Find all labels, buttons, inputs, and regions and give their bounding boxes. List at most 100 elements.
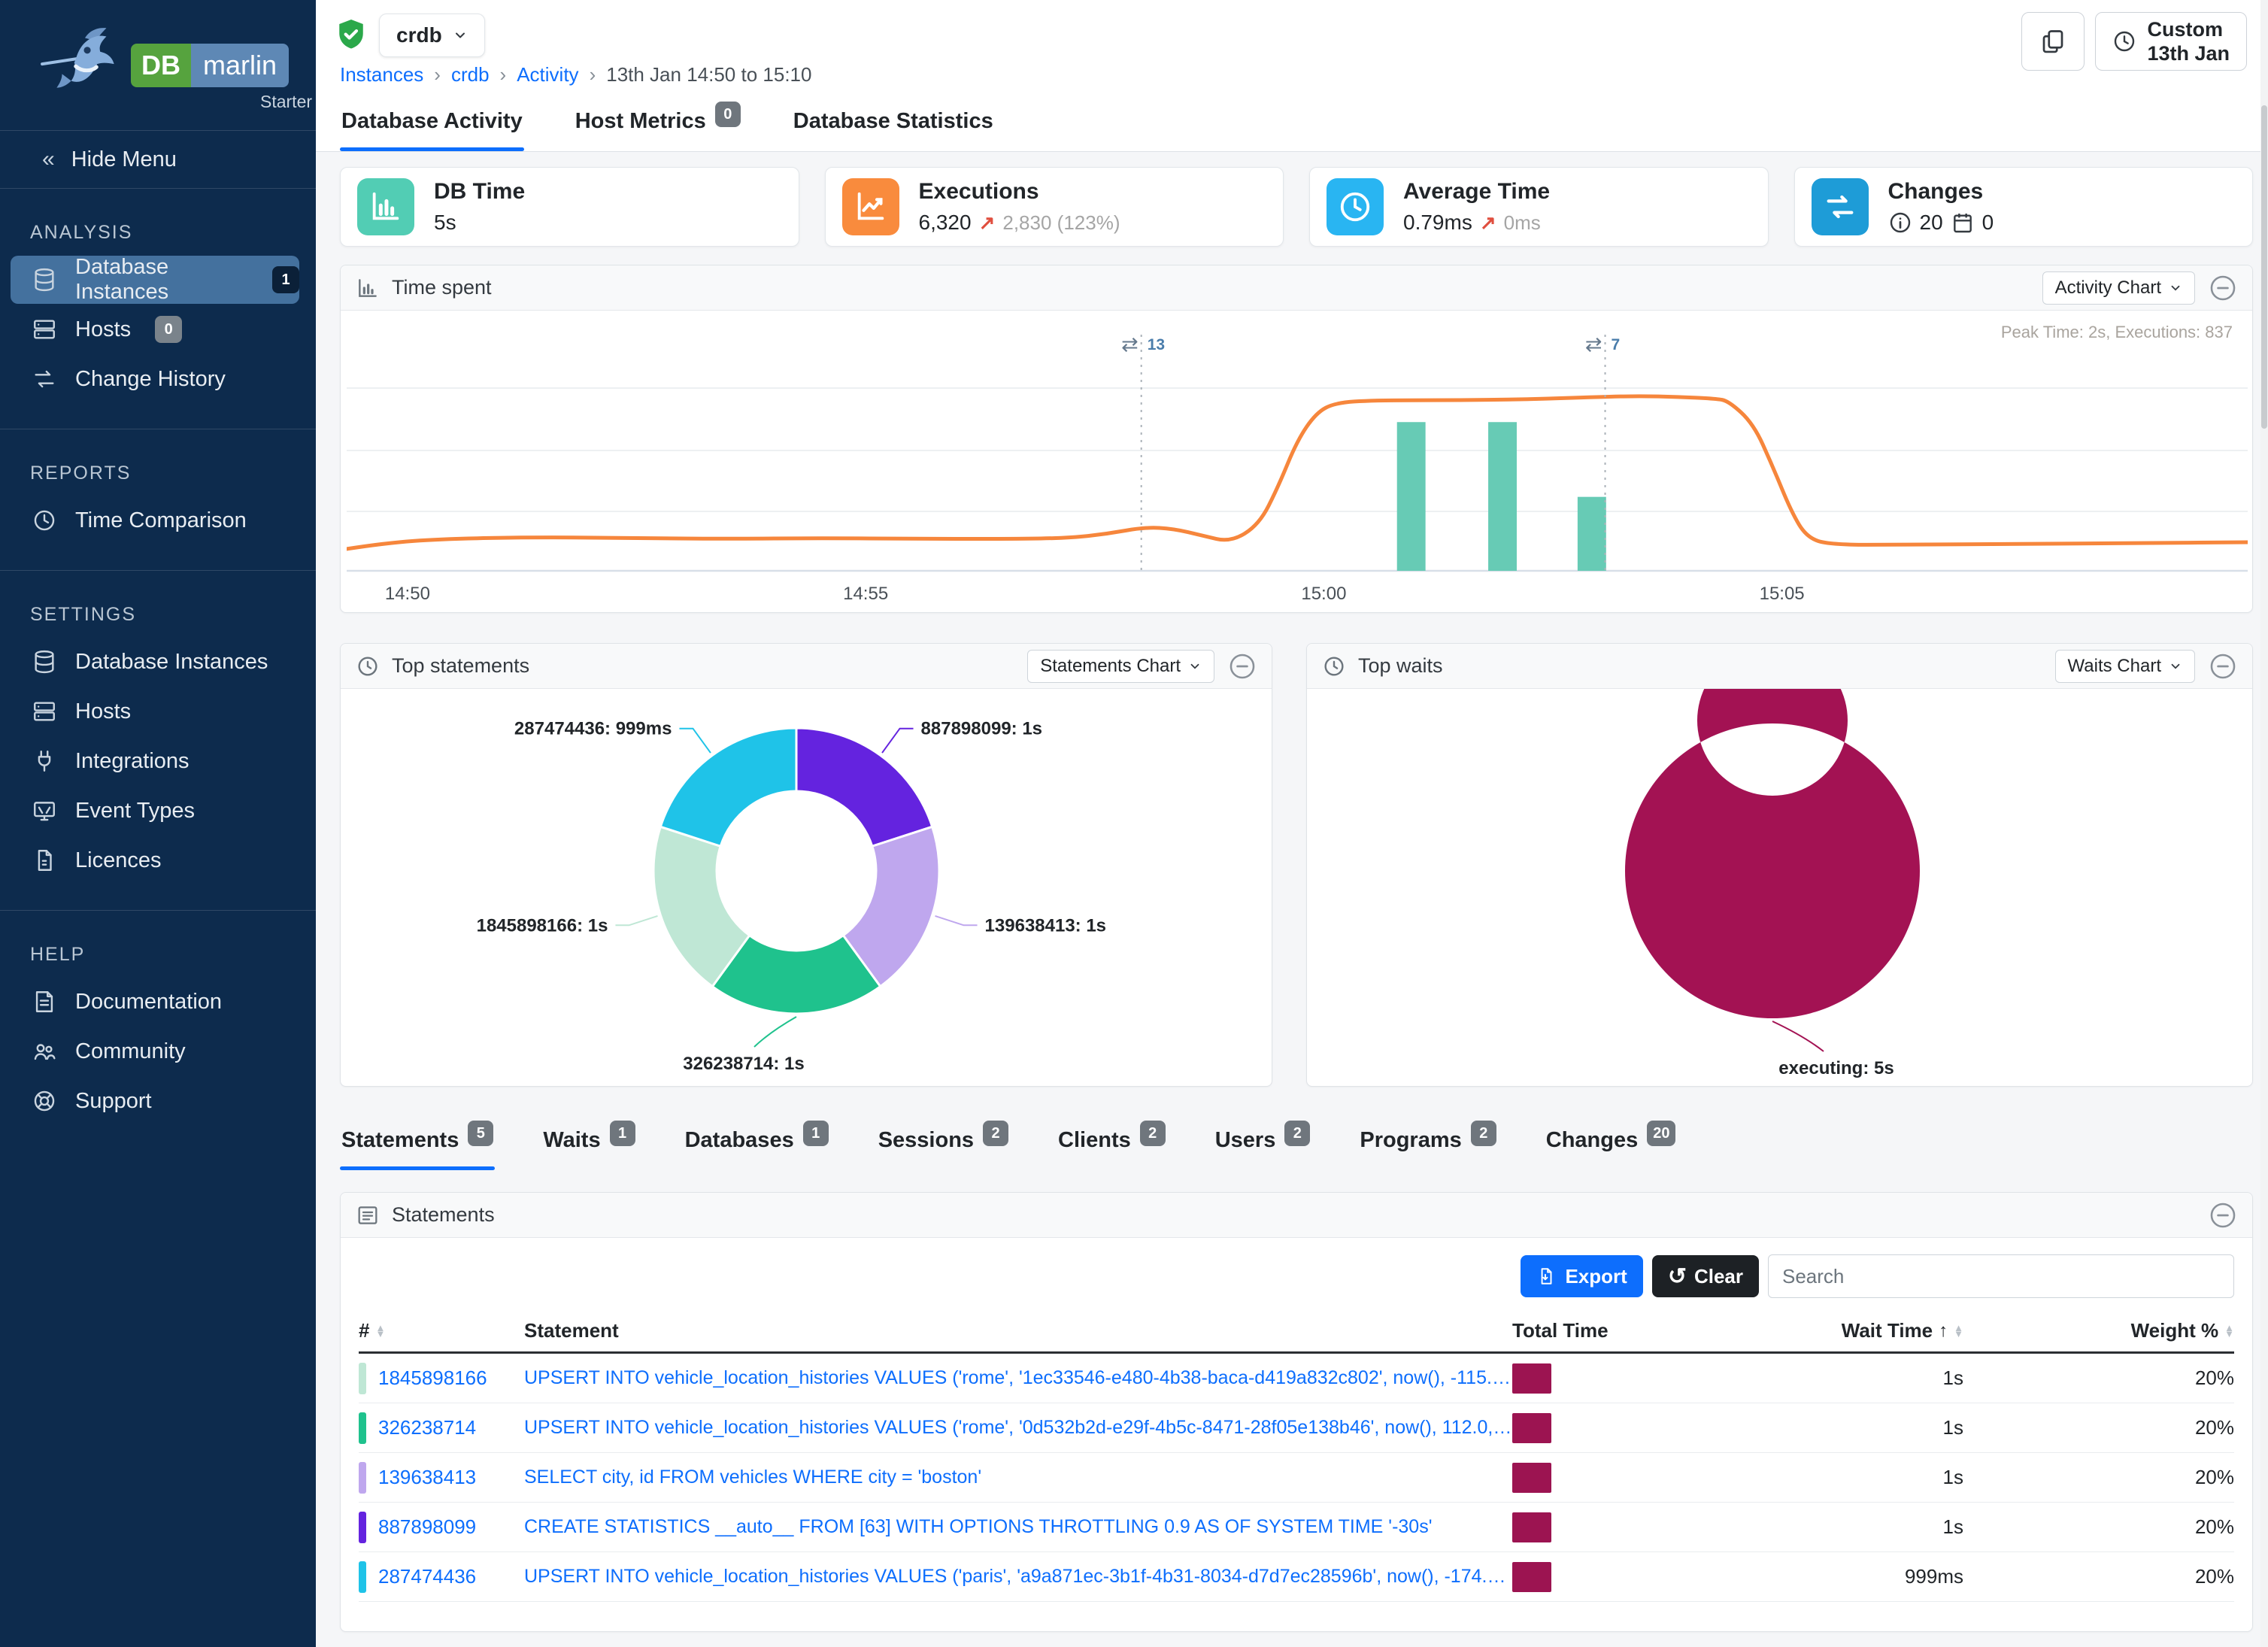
page-scrollbar[interactable] [2260,0,2268,1647]
statement-id-link[interactable]: 887898099 [378,1515,477,1538]
sidebar-item-documentation[interactable]: Documentation [11,978,299,1026]
statements-chart-select[interactable]: Statements Chart [1027,649,1214,683]
time-spent-chart[interactable]: 14:50 14:55 15:00 15:05 ⇄ 13 ⇄ 7 [347,327,2248,613]
tab-database-statistics[interactable]: Database Statistics [792,109,995,151]
sidebar-item-hosts[interactable]: Hosts [11,687,299,736]
statement-text-link[interactable]: CREATE STATISTICS __auto__ FROM [63] WIT… [524,1516,1433,1537]
svg-text:15:00: 15:00 [1301,584,1346,604]
sidebar-item-support[interactable]: Support [11,1077,299,1125]
breadcrumb-instances[interactable]: Instances [340,63,424,86]
undo-icon: ↺ [1667,1263,1687,1289]
tab-changes[interactable]: Changes 20 [1545,1121,1678,1170]
tab-statements[interactable]: Statements 5 [340,1121,496,1170]
statement-color-chip [359,1561,366,1593]
sidebar-item-database-instances[interactable]: Database Instances [11,638,299,686]
column-header--[interactable]: # ▲ ▼ [359,1319,524,1342]
sidebar-item-time-comparison[interactable]: Time Comparison [11,496,299,544]
tab-label: Databases [684,1128,794,1152]
statements-panel: Statements Export ↺ Clear # ▲▼ Statement To… [340,1192,2253,1632]
donut-slice-label: 326238714: 1s [683,1054,804,1074]
svg-text:13: 13 [1148,336,1165,353]
search-input[interactable] [1768,1254,2234,1298]
clear-button[interactable]: ↺ Clear [1651,1255,1759,1297]
panel-title: Statements [392,1203,495,1226]
instance-selector[interactable]: crdb [379,14,485,57]
time-range-line1: Custom [2147,17,2223,41]
column-header-total-time[interactable]: Total Time [1512,1319,1640,1342]
sidebar-item-hosts[interactable]: Hosts 0 [11,305,299,353]
collapse-panel-icon[interactable] [1228,652,1257,681]
breadcrumb-crdb[interactable]: crdb [450,63,490,86]
activity-chart-select[interactable]: Activity Chart [2042,271,2195,305]
logo-db-badge: DB [131,44,191,87]
detail-tabs: Statements 5 Waits 1 Databases 1 Sessions 2 Clie… [340,1121,1678,1170]
tab-clients[interactable]: Clients 2 [1057,1121,1167,1170]
column-label: # [359,1319,370,1342]
time-range-line2: 13th Jan [2147,42,2230,65]
svg-text:15:05: 15:05 [1760,584,1805,604]
tab-count-badge: 2 [1470,1121,1496,1146]
column-label: Weight % [2130,1319,2219,1342]
main-content: crdb Instances › crdb › Activity › 13th Jan 14… [316,0,2268,1647]
time-range-button[interactable]: Custom 13th Jan [2095,12,2247,71]
panel-title: Top waits [1358,654,1443,677]
clock-history-icon [358,656,377,676]
table-row: 887898099 CREATE STATISTICS __auto__ FROM… [359,1503,2234,1552]
sidebar-item-licences[interactable]: Licences [11,836,299,884]
column-header-statement[interactable]: Statement [524,1319,1512,1342]
statement-text-link[interactable]: UPSERT INTO vehicle_location_histories V… [524,1367,1512,1388]
sidebar-item-event-types[interactable]: Event Types [11,787,299,835]
breadcrumb-activity[interactable]: Activity [517,63,579,86]
panel-title: Time spent [392,276,492,299]
statement-text-link[interactable]: UPSERT INTO vehicle_location_histories V… [524,1566,1512,1587]
breadcrumb-separator: › [589,63,596,86]
export-button[interactable]: Export [1521,1255,1643,1297]
sidebar-item-change-history[interactable]: Change History [11,355,299,403]
collapse-panel-icon[interactable] [2209,274,2237,302]
statement-id-link[interactable]: 1845898166 [378,1366,487,1389]
clear-label: Clear [1693,1264,1743,1288]
column-header-wait-time[interactable]: Wait Time ↑ ▲ ▼ [1640,1319,1963,1342]
tab-count-badge: 1 [609,1121,635,1146]
calendar-icon [1953,214,1972,233]
tab-label: Sessions [878,1128,975,1152]
tab-programs[interactable]: Programs 2 [1358,1121,1497,1170]
copy-link-button[interactable] [2021,12,2085,71]
caret-down-icon [1190,663,1199,669]
kpi-value: 0.79ms [1403,211,1472,234]
tab-databases[interactable]: Databases 1 [684,1121,830,1170]
swap-icon [30,365,59,393]
kpi-changes: Changes 20 0 [1793,167,2253,247]
tab-database-activity[interactable]: Database Activity [340,109,524,151]
kpi-delta: 0ms [1503,211,1541,234]
statement-color-chip [359,1362,366,1394]
waits-chart-select[interactable]: Waits Chart [2054,649,2195,683]
column-header-weight-[interactable]: Weight % ▲ ▼ [1963,1319,2234,1342]
tab-sessions[interactable]: Sessions 2 [877,1121,1010,1170]
tab-users[interactable]: Users 2 [1214,1121,1312,1170]
sidebar-item-database-instances[interactable]: Database Instances 1 [11,255,299,304]
tab-waits[interactable]: Waits 1 [541,1121,636,1170]
collapse-panel-icon[interactable] [2209,652,2237,681]
tab-host-metrics[interactable]: Host Metrics 0 [574,102,742,151]
top-waits-donut[interactable]: executing: 5s [1307,689,2252,1086]
scrollbar-thumb[interactable] [2261,105,2267,429]
sidebar-item-label: Documentation [75,989,223,1014]
total-time-bar [1512,1561,1551,1592]
sidebar-item-community[interactable]: Community [11,1027,299,1075]
statement-id-link[interactable]: 326238714 [378,1416,477,1439]
kpi-value: 5s [434,211,456,234]
statement-id-link[interactable]: 287474436 [378,1565,477,1588]
app-logo: DB marlin Starter [0,0,316,112]
sidebar-item-integrations[interactable]: Integrations [11,737,299,785]
statement-id-link[interactable]: 139638413 [378,1466,477,1488]
hide-menu-button[interactable]: « Hide Menu [0,130,316,189]
statement-text-link[interactable]: SELECT city, id FROM vehicles WHERE city… [524,1467,982,1488]
chart-select-label: Waits Chart [2067,655,2161,676]
collapse-panel-icon[interactable] [2209,1201,2237,1230]
chart-select-label: Statements Chart [1040,655,1181,676]
sort-asc-icon: ↑ [1939,1320,1948,1341]
statement-text-link[interactable]: UPSERT INTO vehicle_location_histories V… [524,1417,1512,1438]
top-statements-donut[interactable]: 887898099: 1s 139638413: 1s 326238714: 1s 1… [341,689,1272,1086]
top-statements-panel: Top statements Statements Chart 88789809… [340,643,1272,1087]
